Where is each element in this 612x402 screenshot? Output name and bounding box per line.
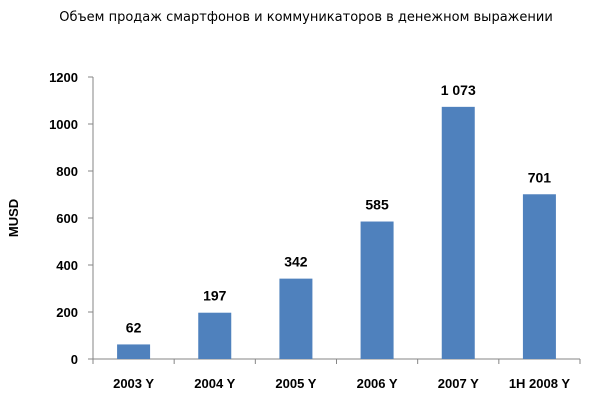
- chart-title: Объем продаж смартфонов и коммуникаторов…: [59, 10, 553, 25]
- y-tick-label: 0: [71, 352, 78, 367]
- x-tick-label: 2005 Y: [275, 376, 316, 391]
- data-label: 585: [365, 197, 389, 213]
- y-tick-label: 1200: [49, 70, 78, 85]
- data-labels: 62 197 342 585 1 073 701: [126, 82, 552, 336]
- bar: [360, 221, 394, 359]
- y-tick-label: 600: [56, 211, 78, 226]
- x-axis: 2003 Y 2004 Y 2005 Y 2006 Y 2007 Y 1H 2008 Y: [92, 358, 581, 391]
- y-axis-title: MUSD: [6, 199, 21, 237]
- data-label: 1 073: [441, 82, 476, 98]
- x-tick-label: 2004 Y: [194, 376, 235, 391]
- y-tick-label: 1000: [49, 117, 78, 132]
- data-label: 62: [126, 319, 142, 335]
- y-tick-label: 400: [56, 258, 78, 273]
- bar: [441, 106, 475, 359]
- bar: [522, 194, 556, 359]
- data-label: 701: [528, 169, 552, 185]
- y-tick-label: 200: [56, 305, 78, 320]
- x-tick-label: 2007 Y: [438, 376, 479, 391]
- x-tick-label: 2003 Y: [113, 376, 154, 391]
- bars: [117, 106, 556, 359]
- y-axis: 0 200 400 600 800 1000 1200: [49, 70, 94, 367]
- data-label: 342: [284, 254, 308, 270]
- bar: [198, 312, 232, 359]
- x-tick-label: 2006 Y: [357, 376, 398, 391]
- x-tick-label: 1H 2008 Y: [509, 376, 571, 391]
- data-label: 197: [203, 288, 227, 304]
- y-tick-label: 800: [56, 164, 78, 179]
- bar: [279, 278, 313, 359]
- bar: [117, 344, 151, 359]
